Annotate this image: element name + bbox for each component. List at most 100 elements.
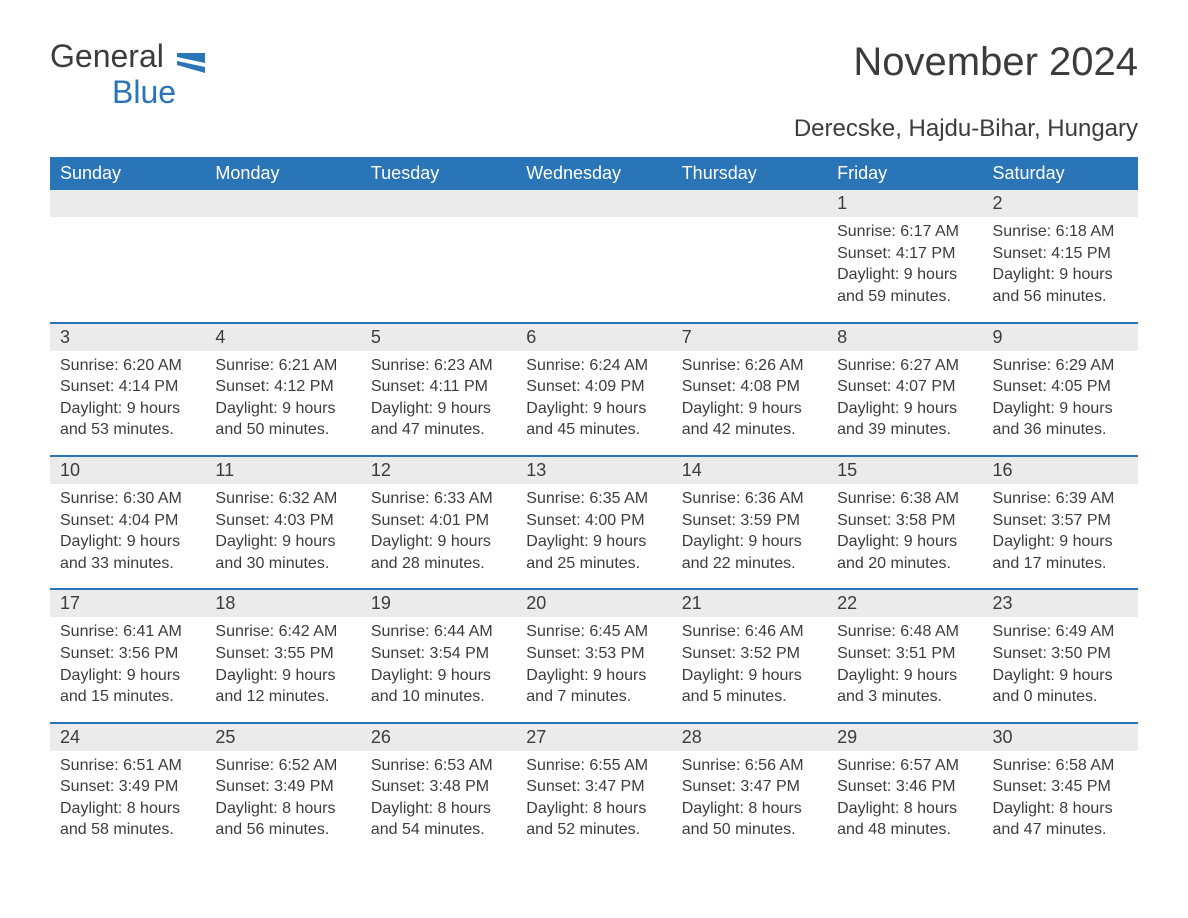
daylight1-line: Daylight: 9 hours (682, 531, 817, 553)
logo-part2: Blue (112, 76, 205, 110)
daylight2-line: and 36 minutes. (993, 419, 1128, 441)
day-number: 9 (983, 324, 1138, 351)
sunset-line: Sunset: 3:54 PM (371, 643, 506, 665)
daylight2-line: and 53 minutes. (60, 419, 195, 441)
day-cell: 8Sunrise: 6:27 AMSunset: 4:07 PMDaylight… (827, 322, 982, 455)
sunset-line: Sunset: 3:51 PM (837, 643, 972, 665)
week-row: 3Sunrise: 6:20 AMSunset: 4:14 PMDaylight… (50, 322, 1138, 455)
day-number: 27 (516, 724, 671, 751)
logo-text: General Blue (50, 40, 205, 109)
day-details: Sunrise: 6:52 AMSunset: 3:49 PMDaylight:… (205, 751, 360, 841)
day-cell: 13Sunrise: 6:35 AMSunset: 4:00 PMDayligh… (516, 455, 671, 588)
sunset-line: Sunset: 3:56 PM (60, 643, 195, 665)
day-number: 7 (672, 324, 827, 351)
sunset-line: Sunset: 4:14 PM (60, 376, 195, 398)
daylight2-line: and 0 minutes. (993, 686, 1128, 708)
day-details: Sunrise: 6:51 AMSunset: 3:49 PMDaylight:… (50, 751, 205, 841)
day-cell: 17Sunrise: 6:41 AMSunset: 3:56 PMDayligh… (50, 588, 205, 721)
day-details: Sunrise: 6:41 AMSunset: 3:56 PMDaylight:… (50, 617, 205, 707)
daylight2-line: and 3 minutes. (837, 686, 972, 708)
sunset-line: Sunset: 3:46 PM (837, 776, 972, 798)
day-details: Sunrise: 6:42 AMSunset: 3:55 PMDaylight:… (205, 617, 360, 707)
day-number: 22 (827, 590, 982, 617)
day-cell: 10Sunrise: 6:30 AMSunset: 4:04 PMDayligh… (50, 455, 205, 588)
daylight2-line: and 39 minutes. (837, 419, 972, 441)
sunrise-line: Sunrise: 6:48 AM (837, 621, 972, 643)
day-cell: 16Sunrise: 6:39 AMSunset: 3:57 PMDayligh… (983, 455, 1138, 588)
day-cell: 14Sunrise: 6:36 AMSunset: 3:59 PMDayligh… (672, 455, 827, 588)
sunrise-line: Sunrise: 6:38 AM (837, 488, 972, 510)
day-number: 4 (205, 324, 360, 351)
daylight2-line: and 30 minutes. (215, 553, 350, 575)
daylight1-line: Daylight: 8 hours (993, 798, 1128, 820)
day-cell: 3Sunrise: 6:20 AMSunset: 4:14 PMDaylight… (50, 322, 205, 455)
sunrise-line: Sunrise: 6:56 AM (682, 755, 817, 777)
sunset-line: Sunset: 4:12 PM (215, 376, 350, 398)
day-cell: 18Sunrise: 6:42 AMSunset: 3:55 PMDayligh… (205, 588, 360, 721)
sunset-line: Sunset: 3:45 PM (993, 776, 1128, 798)
day-details: Sunrise: 6:33 AMSunset: 4:01 PMDaylight:… (361, 484, 516, 574)
day-details: Sunrise: 6:45 AMSunset: 3:53 PMDaylight:… (516, 617, 671, 707)
sunrise-line: Sunrise: 6:17 AM (837, 221, 972, 243)
sunrise-line: Sunrise: 6:58 AM (993, 755, 1128, 777)
day-number: 1 (827, 190, 982, 217)
sunrise-line: Sunrise: 6:35 AM (526, 488, 661, 510)
sunrise-line: Sunrise: 6:18 AM (993, 221, 1128, 243)
sunset-line: Sunset: 3:57 PM (993, 510, 1128, 532)
daylight2-line: and 33 minutes. (60, 553, 195, 575)
day-number: 16 (983, 457, 1138, 484)
sunrise-line: Sunrise: 6:46 AM (682, 621, 817, 643)
sunrise-line: Sunrise: 6:42 AM (215, 621, 350, 643)
day-details: Sunrise: 6:38 AMSunset: 3:58 PMDaylight:… (827, 484, 982, 574)
daylight1-line: Daylight: 9 hours (837, 398, 972, 420)
sunset-line: Sunset: 4:07 PM (837, 376, 972, 398)
column-header: Wednesday (516, 157, 671, 190)
sunset-line: Sunset: 4:08 PM (682, 376, 817, 398)
day-cell: 1Sunrise: 6:17 AMSunset: 4:17 PMDaylight… (827, 190, 982, 321)
daylight2-line: and 5 minutes. (682, 686, 817, 708)
day-cell: 15Sunrise: 6:38 AMSunset: 3:58 PMDayligh… (827, 455, 982, 588)
daylight2-line: and 47 minutes. (371, 419, 506, 441)
sunset-line: Sunset: 3:48 PM (371, 776, 506, 798)
sunset-line: Sunset: 4:00 PM (526, 510, 661, 532)
daylight2-line: and 25 minutes. (526, 553, 661, 575)
day-cell: 2Sunrise: 6:18 AMSunset: 4:15 PMDaylight… (983, 190, 1138, 321)
daylight2-line: and 54 minutes. (371, 819, 506, 841)
daylight1-line: Daylight: 9 hours (215, 665, 350, 687)
day-number: 28 (672, 724, 827, 751)
day-details: Sunrise: 6:56 AMSunset: 3:47 PMDaylight:… (672, 751, 827, 841)
day-number: 19 (361, 590, 516, 617)
day-details: Sunrise: 6:29 AMSunset: 4:05 PMDaylight:… (983, 351, 1138, 441)
day-number: 5 (361, 324, 516, 351)
daylight1-line: Daylight: 8 hours (60, 798, 195, 820)
day-number: 24 (50, 724, 205, 751)
day-number: 17 (50, 590, 205, 617)
day-number: 3 (50, 324, 205, 351)
day-number: 25 (205, 724, 360, 751)
day-cell: 11Sunrise: 6:32 AMSunset: 4:03 PMDayligh… (205, 455, 360, 588)
sunrise-line: Sunrise: 6:23 AM (371, 355, 506, 377)
daylight1-line: Daylight: 9 hours (526, 665, 661, 687)
daylight1-line: Daylight: 9 hours (215, 531, 350, 553)
day-number: 30 (983, 724, 1138, 751)
day-number: 13 (516, 457, 671, 484)
day-details: Sunrise: 6:26 AMSunset: 4:08 PMDaylight:… (672, 351, 827, 441)
day-details: Sunrise: 6:57 AMSunset: 3:46 PMDaylight:… (827, 751, 982, 841)
sunset-line: Sunset: 3:49 PM (215, 776, 350, 798)
day-number: 21 (672, 590, 827, 617)
week-row: 17Sunrise: 6:41 AMSunset: 3:56 PMDayligh… (50, 588, 1138, 721)
day-cell: 22Sunrise: 6:48 AMSunset: 3:51 PMDayligh… (827, 588, 982, 721)
daylight1-line: Daylight: 9 hours (60, 398, 195, 420)
day-number: 29 (827, 724, 982, 751)
sunset-line: Sunset: 3:47 PM (682, 776, 817, 798)
day-cell: 9Sunrise: 6:29 AMSunset: 4:05 PMDaylight… (983, 322, 1138, 455)
day-cell: 19Sunrise: 6:44 AMSunset: 3:54 PMDayligh… (361, 588, 516, 721)
daylight1-line: Daylight: 9 hours (837, 531, 972, 553)
sunset-line: Sunset: 3:52 PM (682, 643, 817, 665)
sunrise-line: Sunrise: 6:39 AM (993, 488, 1128, 510)
calendar-header-row: SundayMondayTuesdayWednesdayThursdayFrid… (50, 157, 1138, 190)
sunset-line: Sunset: 4:03 PM (215, 510, 350, 532)
sunrise-line: Sunrise: 6:26 AM (682, 355, 817, 377)
day-cell: 25Sunrise: 6:52 AMSunset: 3:49 PMDayligh… (205, 722, 360, 855)
sunset-line: Sunset: 4:04 PM (60, 510, 195, 532)
